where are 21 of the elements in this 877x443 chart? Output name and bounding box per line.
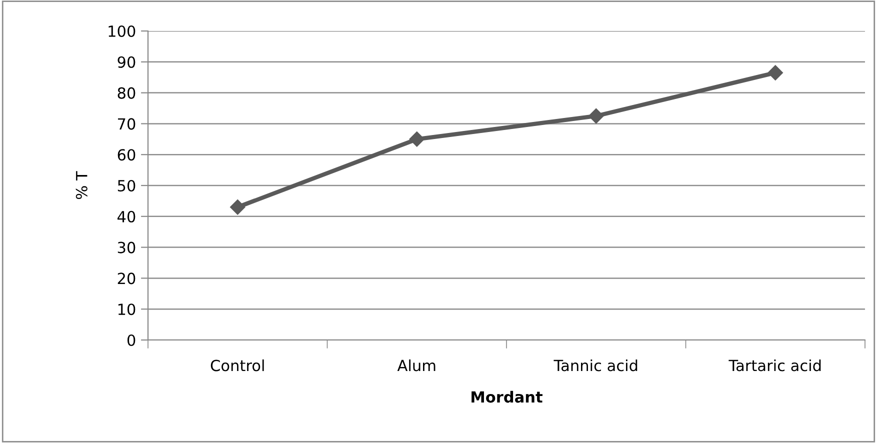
y-tick-label: 20 (118, 272, 136, 284)
y-tick-label: 90 (118, 56, 136, 68)
y-axis-title: % T (76, 171, 88, 200)
y-tick-label: 70 (118, 118, 136, 130)
x-tick-label: Alum (397, 359, 436, 372)
point (768, 65, 783, 80)
point (230, 200, 246, 215)
x-axis-title: Mordant (472, 390, 542, 403)
y-tick-label: 50 (118, 180, 136, 192)
y-tick-label: 0 (127, 334, 136, 346)
y-tick-label: 80 (118, 87, 136, 99)
y-tick-label: 10 (118, 304, 136, 316)
x-tick-label: Control (210, 359, 264, 372)
point (409, 132, 424, 147)
point (588, 108, 604, 124)
y-tick-label: 100 (108, 25, 136, 38)
x-tick-label: Tartaric acid (728, 359, 821, 372)
y-tick-label: 40 (118, 210, 136, 222)
y-tick-label: 30 (118, 242, 136, 254)
x-tick-label: Tannic acid (554, 359, 638, 372)
y-tick-label: 60 (118, 149, 136, 161)
